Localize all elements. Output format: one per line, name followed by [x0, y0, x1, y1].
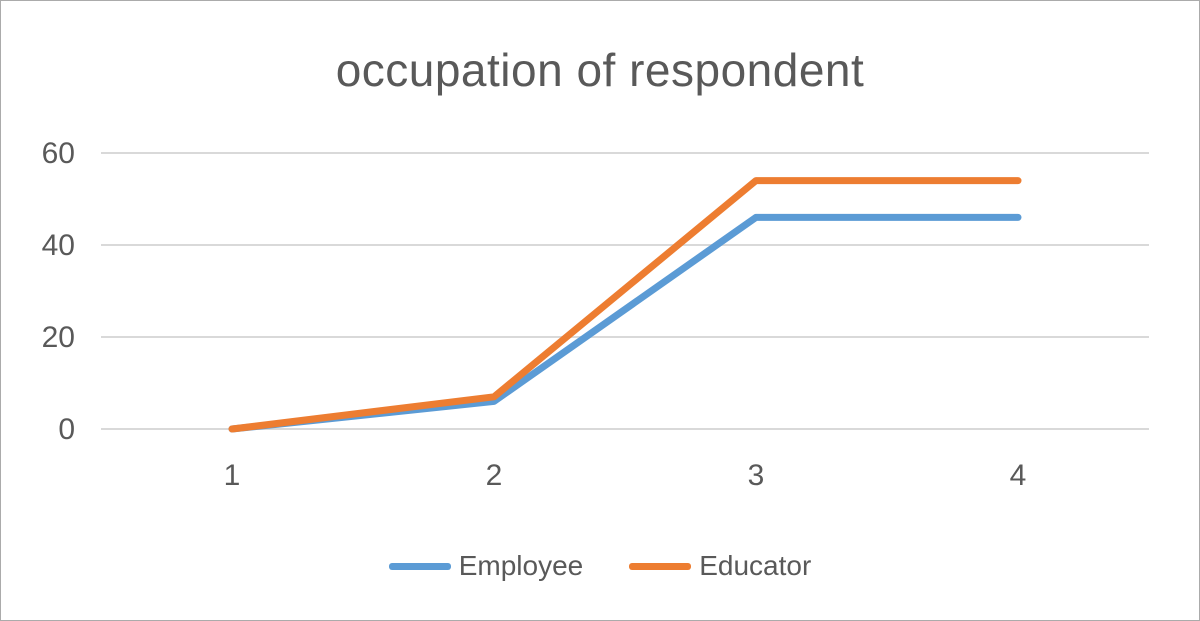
y-tick-label: 20: [42, 321, 75, 354]
y-tick-label: 60: [42, 137, 75, 170]
x-tick-label: 2: [486, 459, 503, 492]
series-line-educator: [228, 177, 1022, 433]
legend-swatch-employee: [388, 562, 451, 570]
y-tick-label: 0: [58, 413, 75, 446]
legend-swatch-educator: [629, 562, 692, 570]
legend-label: Educator: [699, 550, 812, 581]
legend-label: Employee: [458, 550, 584, 581]
legend-item-educator: Educator: [629, 550, 811, 582]
x-tick-label: 3: [748, 459, 765, 492]
y-tick-label: 40: [42, 229, 75, 262]
legend-item-employee: Employee: [388, 550, 584, 582]
x-tick-label: 1: [224, 459, 241, 492]
x-tick-label: 4: [1010, 459, 1027, 492]
chart-legend: Employee Educator: [1, 550, 1199, 582]
series-line-employee: [228, 213, 1022, 433]
chart-title: occupation of respondent: [335, 44, 865, 96]
